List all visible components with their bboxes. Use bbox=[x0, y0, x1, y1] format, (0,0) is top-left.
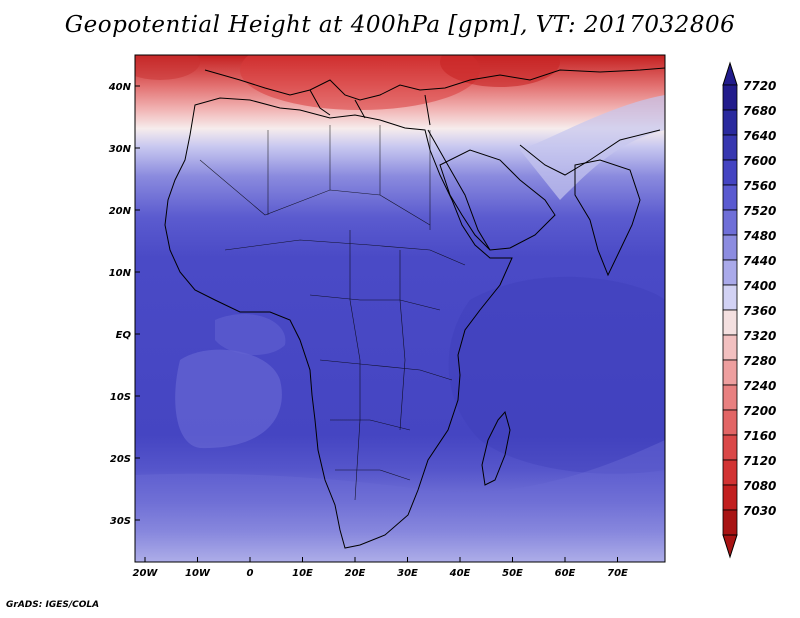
colorbar-swatch bbox=[722, 259, 738, 286]
lat-tick-label: 10N bbox=[109, 268, 132, 279]
lon-tick-label: 60E bbox=[555, 568, 576, 579]
colorbar-swatch bbox=[722, 109, 738, 136]
colorbar-label: 7200 bbox=[743, 404, 776, 418]
colorbar-swatch bbox=[722, 84, 738, 111]
colorbar: 7720 7680 7640 7600 7560 7520 7480 7440 7400 7360… bbox=[722, 61, 776, 559]
plot-frame bbox=[134, 54, 666, 563]
lon-tick-label: 70E bbox=[607, 568, 628, 579]
lon-tick-label: 40E bbox=[449, 568, 471, 579]
latitude-axis: 40N 30N 20N 10N EQ 10S 20S 30S bbox=[108, 82, 140, 527]
colorbar-label: 7080 bbox=[743, 479, 776, 493]
colorbar-swatch bbox=[722, 209, 738, 236]
colorbar-label: 7120 bbox=[743, 454, 776, 468]
colorbar-label: 7320 bbox=[743, 329, 776, 343]
colorbar-swatch bbox=[722, 159, 738, 186]
lat-tick-label: 20N bbox=[109, 206, 132, 217]
colorbar-label: 7480 bbox=[743, 229, 776, 243]
colorbar-swatch bbox=[722, 384, 738, 411]
lat-tick-label: EQ bbox=[116, 330, 132, 341]
lon-tick-label: 50E bbox=[502, 568, 523, 579]
height-field bbox=[135, 55, 665, 562]
colorbar-label: 7400 bbox=[743, 279, 776, 293]
colorbar-swatch bbox=[722, 459, 738, 486]
colorbar-label: 7640 bbox=[743, 129, 776, 143]
colorbar-top-arrow bbox=[722, 61, 738, 86]
lon-tick-label: 10W bbox=[185, 568, 211, 579]
colorbar-label: 7720 bbox=[743, 79, 776, 93]
map-title: Geopotential Height at 400hPa [gpm], VT:… bbox=[64, 12, 736, 38]
colorbar-swatch bbox=[722, 434, 738, 461]
colorbar-label: 7680 bbox=[743, 104, 776, 118]
lat-tick-label: 10S bbox=[110, 392, 131, 403]
colorbar-swatch bbox=[722, 134, 738, 161]
lat-tick-label: 30N bbox=[109, 144, 132, 155]
colorbar-label: 7280 bbox=[743, 354, 776, 368]
colorbar-swatch bbox=[722, 484, 738, 511]
colorbar-label: 7600 bbox=[743, 154, 776, 168]
colorbar-swatch bbox=[722, 309, 738, 336]
coastlines bbox=[164, 67, 665, 549]
lon-tick-label: 20W bbox=[133, 568, 159, 579]
colorbar-label: 7560 bbox=[743, 179, 776, 193]
colorbar-label: 7160 bbox=[743, 429, 776, 443]
lon-tick-label: 10E bbox=[292, 568, 313, 579]
colorbar-label: 7030 bbox=[743, 504, 776, 518]
colorbar-swatch bbox=[722, 184, 738, 211]
colorbar-swatch bbox=[722, 284, 738, 311]
lon-tick-label: 30E bbox=[397, 568, 418, 579]
lat-tick-label: 20S bbox=[110, 454, 131, 465]
longitude-axis: 20W 10W 0 10E 20E 30E 40E 50E 60E 70E bbox=[133, 557, 628, 579]
lat-tick-label: 30S bbox=[110, 516, 131, 527]
colorbar-label: 7360 bbox=[743, 304, 776, 318]
lon-tick-label: 20E bbox=[345, 568, 366, 579]
colorbar-swatch bbox=[722, 359, 738, 386]
colorbar-label: 7240 bbox=[743, 379, 776, 393]
colorbar-bottom-arrow bbox=[722, 534, 738, 559]
country-borders bbox=[199, 125, 466, 501]
colorbar-label: 7440 bbox=[743, 254, 776, 268]
grads-credit: GrADS: IGES/COLA bbox=[6, 600, 100, 610]
colorbar-swatch bbox=[722, 509, 738, 536]
lat-tick-label: 40N bbox=[108, 82, 132, 93]
colorbar-swatch bbox=[722, 334, 738, 361]
colorbar-swatch bbox=[722, 409, 738, 436]
lon-tick-label: 0 bbox=[247, 568, 254, 579]
colorbar-label: 7520 bbox=[743, 204, 776, 218]
colorbar-swatch bbox=[722, 234, 738, 261]
